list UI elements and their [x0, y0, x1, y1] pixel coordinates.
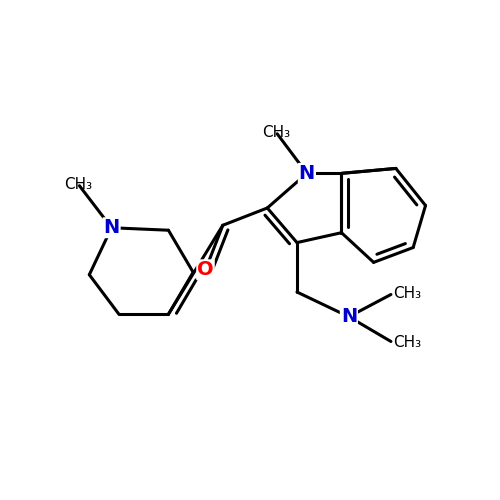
Text: N: N	[298, 164, 315, 183]
Text: N: N	[341, 307, 357, 326]
Text: CH₃: CH₃	[392, 335, 421, 350]
Text: CH₃: CH₃	[64, 177, 92, 192]
Text: O: O	[197, 260, 214, 280]
Text: CH₃: CH₃	[262, 126, 290, 140]
Text: N: N	[104, 218, 120, 237]
Text: CH₃: CH₃	[392, 286, 421, 301]
